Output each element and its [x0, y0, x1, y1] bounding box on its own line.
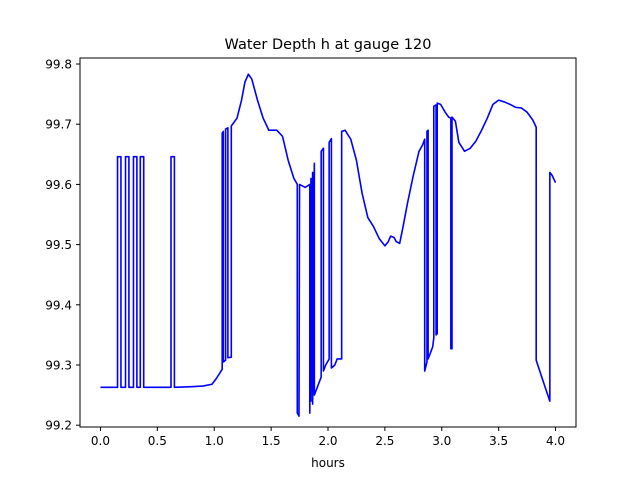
x-tick-label: 1.0 — [205, 434, 224, 448]
x-tick-label: 3.0 — [432, 434, 451, 448]
chart-title: Water Depth h at gauge 120 — [225, 37, 432, 53]
plot-area — [80, 58, 576, 427]
x-tick-label: 1.5 — [262, 434, 281, 448]
y-tick-label: 99.4 — [45, 298, 72, 312]
x-tick-label: 2.5 — [375, 434, 394, 448]
y-tick-label: 99.7 — [45, 118, 72, 132]
x-tick-label: 0.5 — [148, 434, 167, 448]
series-layer — [100, 73, 557, 417]
y-tick-label: 99.5 — [45, 238, 72, 252]
x-tick-label: 3.5 — [489, 434, 508, 448]
x-tick-label: 0.0 — [91, 434, 110, 448]
y-tick-label: 99.3 — [45, 358, 72, 372]
y-axis-ticks: 99.2 99.3 99.4 99.5 99.6 99.7 99.8 — [45, 58, 80, 433]
x-tick-label: 4.0 — [546, 434, 565, 448]
x-tick-label: 2.0 — [318, 434, 337, 448]
y-tick-label: 99.2 — [45, 419, 72, 433]
y-tick-label: 99.6 — [45, 178, 72, 192]
x-axis-label: hours — [311, 456, 345, 470]
series-line-0 — [100, 73, 557, 417]
x-axis-ticks: 0.0 0.5 1.0 1.5 2.0 2.5 3.0 3.5 4.0 — [91, 427, 565, 448]
y-tick-label: 99.8 — [45, 58, 72, 72]
